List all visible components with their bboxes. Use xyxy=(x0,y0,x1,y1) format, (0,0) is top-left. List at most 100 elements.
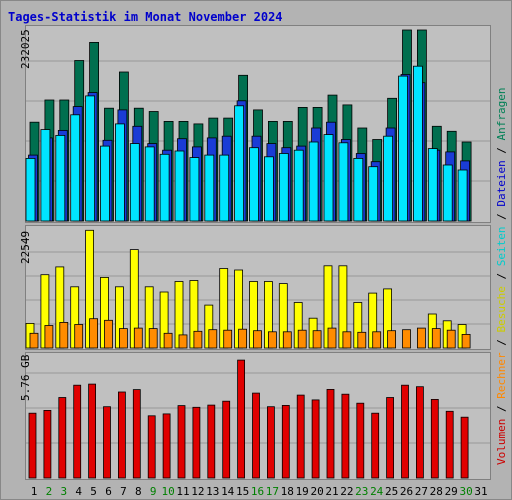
bar-seiten xyxy=(70,114,81,222)
bar-seiten xyxy=(129,143,140,222)
x-tick-label: 25 xyxy=(385,485,398,498)
bar-rechner xyxy=(119,328,128,349)
bar-volumen xyxy=(356,402,365,479)
bar-volumen xyxy=(162,413,171,479)
bar-rechner xyxy=(74,324,84,349)
bar-seiten xyxy=(115,123,125,222)
bar-seiten xyxy=(353,157,364,222)
x-tick-label: 5 xyxy=(90,485,97,498)
x-tick-label: 16 xyxy=(251,485,264,498)
bar-volumen xyxy=(401,384,409,479)
x-tick-label: 6 xyxy=(105,485,112,498)
bar-rechner xyxy=(431,328,441,349)
bar-seiten xyxy=(144,146,155,222)
bar-seiten xyxy=(219,154,230,222)
bar-rechner xyxy=(312,330,322,349)
bar-volumen xyxy=(460,416,469,479)
bar-volumen xyxy=(222,400,231,479)
bar-rechner xyxy=(416,327,426,349)
bar-rechner xyxy=(163,332,173,349)
bar-volumen xyxy=(132,389,141,479)
bar-seiten xyxy=(263,156,274,222)
bar-rechner xyxy=(59,321,69,349)
x-tick-label: 1 xyxy=(31,485,38,498)
x-tick-label: 26 xyxy=(400,485,413,498)
x-tick-label: 20 xyxy=(310,485,323,498)
x-tick-label: 12 xyxy=(191,485,204,498)
x-tick-label: 2 xyxy=(46,485,53,498)
bar-volumen xyxy=(371,412,380,479)
bar-seiten xyxy=(368,166,379,222)
bar-volumen xyxy=(207,404,216,479)
bar-seiten xyxy=(100,145,110,222)
bar-seiten xyxy=(40,129,51,222)
x-tick-label: 29 xyxy=(445,485,458,498)
bar-rechner xyxy=(238,328,248,349)
x-tick-label: 4 xyxy=(75,485,82,498)
x-tick-label: 9 xyxy=(150,485,157,498)
x-tick-label: 13 xyxy=(206,485,219,498)
x-tick-label: 27 xyxy=(415,485,428,498)
bar-rechner xyxy=(133,327,143,349)
bar-volumen xyxy=(341,393,350,479)
bar-rechner xyxy=(446,329,456,349)
bar-volumen xyxy=(430,398,439,479)
x-tick-label: 21 xyxy=(325,485,338,498)
bar-volumen xyxy=(177,405,186,479)
x-tick-label: 28 xyxy=(430,485,443,498)
bar-seiten xyxy=(234,105,245,222)
bar-seiten xyxy=(278,153,289,222)
x-tick-label: 24 xyxy=(370,485,384,498)
bar-seiten xyxy=(189,157,200,222)
bar-rechner xyxy=(387,330,397,349)
bar-volumen xyxy=(103,406,111,479)
bar-rechner xyxy=(178,334,188,349)
bar-seiten xyxy=(174,150,185,222)
bar-rechner xyxy=(253,330,262,349)
bar-rechner xyxy=(193,330,203,349)
x-tick-label: 15 xyxy=(236,485,249,498)
bar-seiten xyxy=(338,142,349,222)
chart-title: Tages-Statistik im Monat November 2024 xyxy=(8,10,283,24)
bar-seiten xyxy=(427,148,438,222)
x-tick-label: 8 xyxy=(135,485,142,498)
bar-seiten xyxy=(457,169,468,222)
bar-seiten xyxy=(204,154,215,222)
bar-rechner xyxy=(327,327,337,349)
bar-seiten xyxy=(412,65,423,222)
x-tick-label: 18 xyxy=(281,485,294,498)
x-tick-label: 30 xyxy=(459,485,472,498)
bar-volumen xyxy=(326,388,335,479)
bar-seiten xyxy=(249,147,259,222)
bar-rechner xyxy=(29,332,39,349)
bar-rechner xyxy=(223,329,233,349)
bar-volumen xyxy=(73,384,82,479)
x-tick-label: 17 xyxy=(266,485,279,498)
bar-volumen xyxy=(386,397,395,479)
bar-volumen xyxy=(445,410,454,479)
bar-volumen xyxy=(311,399,320,479)
bar-volumen xyxy=(266,406,275,479)
bar-volumen xyxy=(43,409,52,479)
bar-seiten xyxy=(293,149,304,222)
x-tick-label: 10 xyxy=(161,485,174,498)
bar-rechner xyxy=(461,333,471,349)
bar-volumen xyxy=(28,412,37,479)
x-tick-label: 11 xyxy=(176,485,189,498)
bar-volumen xyxy=(147,415,156,479)
bar-volumen xyxy=(58,397,67,479)
bar-volumen xyxy=(281,404,290,479)
x-tick-label: 3 xyxy=(60,485,67,498)
bar-seiten xyxy=(442,164,453,222)
bar-seiten xyxy=(308,141,319,222)
bar-seiten xyxy=(323,134,334,222)
bar-rechner xyxy=(89,318,98,349)
x-tick-label: 14 xyxy=(221,485,235,498)
bar-rechner xyxy=(342,331,352,349)
bar-rechner xyxy=(44,325,54,349)
bar-rechner xyxy=(104,319,113,349)
bar-volumen xyxy=(237,359,246,479)
bar-rechner xyxy=(357,331,367,349)
x-tick-label: 23 xyxy=(355,485,368,498)
